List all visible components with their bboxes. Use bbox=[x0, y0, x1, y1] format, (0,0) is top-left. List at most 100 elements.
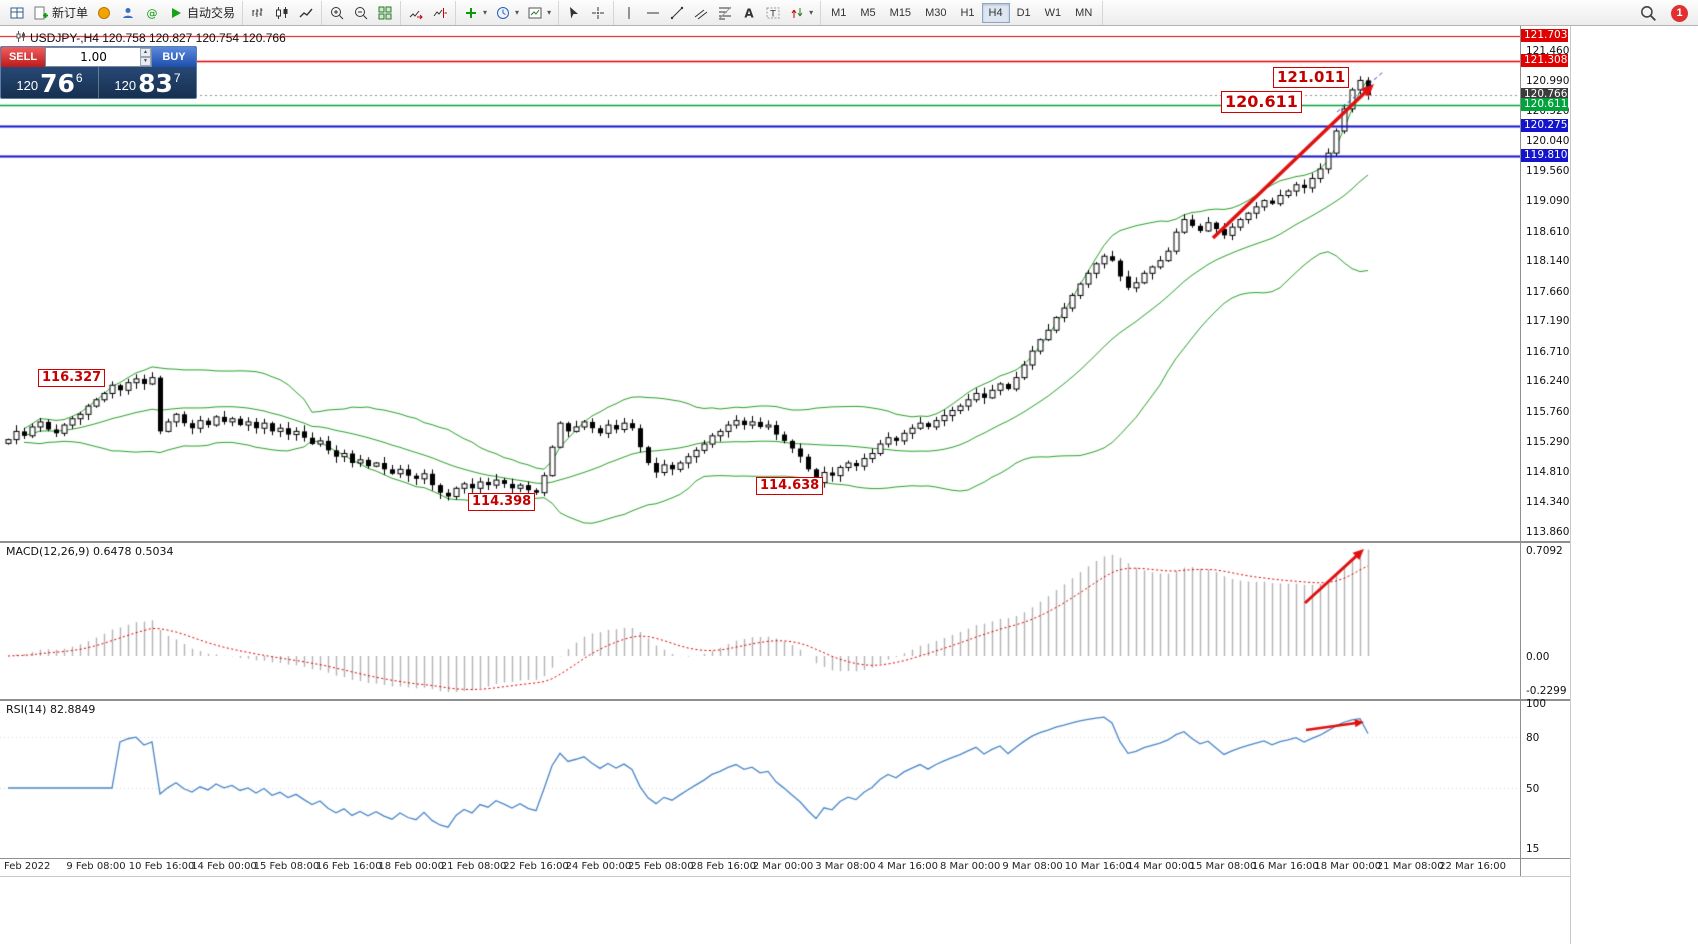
price-tick: 115.760 bbox=[1526, 405, 1570, 418]
separator-price-axis bbox=[1520, 26, 1521, 876]
community-button[interactable] bbox=[116, 2, 140, 24]
time-label: 22 Feb 16:00 bbox=[503, 861, 569, 872]
tf-m5-button[interactable]: M5 bbox=[853, 3, 882, 23]
tf-m15-button-label: M15 bbox=[889, 6, 912, 19]
new-order-button[interactable]: 新订单 bbox=[29, 2, 92, 24]
tf-m30-button[interactable]: M30 bbox=[918, 3, 953, 23]
chart-shift-icon bbox=[432, 5, 448, 21]
cursor-button[interactable] bbox=[562, 2, 586, 24]
tf-h4-button[interactable]: H4 bbox=[981, 2, 1010, 23]
volume-up-button[interactable]: ▲ bbox=[140, 48, 151, 57]
indicator-tick: 0.00 bbox=[1526, 651, 1550, 663]
price-annotation[interactable]: 120.611 bbox=[1221, 91, 1302, 113]
separator-main-macd[interactable] bbox=[0, 541, 1570, 543]
text-button[interactable]: A bbox=[737, 2, 761, 24]
tf-mn-button[interactable]: MN bbox=[1068, 3, 1099, 23]
zoom-in-button[interactable] bbox=[325, 2, 349, 24]
price-annotation[interactable]: 114.398 bbox=[468, 493, 536, 512]
sell-price-small: 120 bbox=[16, 78, 39, 93]
tf-d1-button[interactable]: D1 bbox=[1010, 3, 1038, 23]
time-label: 18 Feb 00:00 bbox=[378, 861, 444, 872]
auto-scroll-button[interactable] bbox=[404, 2, 428, 24]
arrows-button[interactable]: ▾ bbox=[785, 2, 817, 24]
price-tag: 119.810 bbox=[1521, 148, 1568, 162]
buy-price-button[interactable]: 120 83 7 bbox=[98, 67, 196, 98]
svg-text:@: @ bbox=[147, 7, 158, 20]
chart-shift-button[interactable] bbox=[428, 2, 452, 24]
zoom-out-icon bbox=[353, 5, 369, 21]
time-label: 18 Mar 00:00 bbox=[1314, 861, 1382, 872]
metaeditor-button[interactable] bbox=[92, 2, 116, 24]
time-label: 16 Mar 16:00 bbox=[1252, 861, 1319, 872]
indicator-tick: 15 bbox=[1526, 842, 1540, 855]
hline-icon bbox=[645, 5, 661, 21]
dropdown-caret-icon: ▾ bbox=[483, 8, 488, 17]
notification-badge[interactable]: 1 bbox=[1671, 4, 1688, 22]
price-tick: 118.610 bbox=[1526, 225, 1570, 238]
zoom-out-button[interactable] bbox=[349, 2, 373, 24]
dropdown-caret-icon: ▾ bbox=[515, 8, 520, 17]
price-annotation[interactable]: 116.327 bbox=[38, 369, 106, 388]
svg-text:T: T bbox=[769, 9, 776, 19]
volume-down-button[interactable]: ▼ bbox=[140, 57, 151, 66]
price-tick: 113.860 bbox=[1526, 525, 1570, 538]
trendline-button[interactable] bbox=[665, 2, 689, 24]
sell-price-sup: 6 bbox=[75, 71, 83, 85]
fibonacci-button[interactable] bbox=[713, 2, 737, 24]
price-tick: 116.240 bbox=[1526, 375, 1570, 388]
tile-windows-button[interactable] bbox=[373, 2, 397, 24]
price-chart-canvas[interactable] bbox=[0, 26, 1520, 859]
price-annotation[interactable]: 121.011 bbox=[1273, 67, 1350, 88]
tf-w1-button[interactable]: W1 bbox=[1038, 3, 1069, 23]
time-label: 10 Mar 16:00 bbox=[1064, 861, 1132, 872]
price-tick: 116.710 bbox=[1526, 345, 1570, 358]
svg-text:A: A bbox=[744, 6, 754, 20]
labelT-icon: T bbox=[765, 5, 781, 21]
one-click-trading-panel: SELL ▲ ▼ BUY 120 76 6 120 83 7 bbox=[0, 46, 197, 99]
buy-button[interactable]: BUY bbox=[152, 47, 196, 67]
vertical-line-button[interactable] bbox=[617, 2, 641, 24]
indicator-tick: 0.7092 bbox=[1526, 544, 1563, 557]
separator-macd-rsi[interactable] bbox=[0, 699, 1570, 701]
new-order-button-label: 新订单 bbox=[52, 6, 89, 20]
buy-price-small: 120 bbox=[114, 78, 137, 93]
indicators-button[interactable]: ▾ bbox=[459, 2, 491, 24]
price-tag: 120.611 bbox=[1521, 98, 1568, 112]
at-green-icon: @ bbox=[144, 5, 160, 21]
time-label: 14 Mar 00:00 bbox=[1127, 861, 1194, 872]
tf-m15-button[interactable]: M15 bbox=[883, 3, 918, 23]
chart-window-right-border bbox=[1570, 26, 1571, 944]
channel-button[interactable] bbox=[689, 2, 713, 24]
bar-chart-button[interactable] bbox=[246, 2, 270, 24]
toolbar-group-zoom bbox=[322, 0, 402, 25]
label-button[interactable]: T bbox=[761, 2, 785, 24]
one-click-prices: 120 76 6 120 83 7 bbox=[1, 67, 196, 98]
periods-button[interactable]: ▾ bbox=[491, 2, 523, 24]
toolbar-group-standard: 新订单 @ 自动交易 bbox=[2, 0, 244, 25]
candle-chart-button[interactable] bbox=[270, 2, 294, 24]
auto-trading-button[interactable]: 自动交易 bbox=[164, 2, 239, 24]
sell-button[interactable]: SELL bbox=[1, 47, 45, 67]
app-button[interactable] bbox=[5, 2, 29, 24]
tf-m1-button[interactable]: M1 bbox=[824, 3, 853, 23]
tf-h1-button[interactable]: H1 bbox=[953, 3, 981, 23]
crosshair-button[interactable] bbox=[586, 2, 610, 24]
line-chart-button[interactable] bbox=[294, 2, 318, 24]
tf-w1-button-label: W1 bbox=[1044, 6, 1062, 19]
horizontal-line-button[interactable] bbox=[641, 2, 665, 24]
price-tick: 120.990 bbox=[1526, 75, 1570, 88]
mql-button[interactable]: @ bbox=[140, 2, 164, 24]
price-tick: 117.660 bbox=[1526, 285, 1570, 298]
price-tag: 120.275 bbox=[1521, 119, 1568, 133]
time-label: 9 Mar 08:00 bbox=[1002, 861, 1063, 872]
vline-icon bbox=[621, 5, 637, 21]
volume-input[interactable] bbox=[46, 48, 151, 66]
search-icon[interactable] bbox=[1639, 4, 1657, 22]
sell-price-button[interactable]: 120 76 6 bbox=[1, 67, 98, 98]
templates-button[interactable]: ▾ bbox=[523, 2, 555, 24]
tf-m30-button-label: M30 bbox=[925, 6, 947, 19]
time-label: 21 Feb 08:00 bbox=[440, 861, 507, 872]
price-annotation[interactable]: 114.638 bbox=[756, 477, 824, 496]
time-label: Feb 2022 bbox=[4, 861, 51, 872]
time-label: 3 Mar 08:00 bbox=[815, 861, 876, 872]
